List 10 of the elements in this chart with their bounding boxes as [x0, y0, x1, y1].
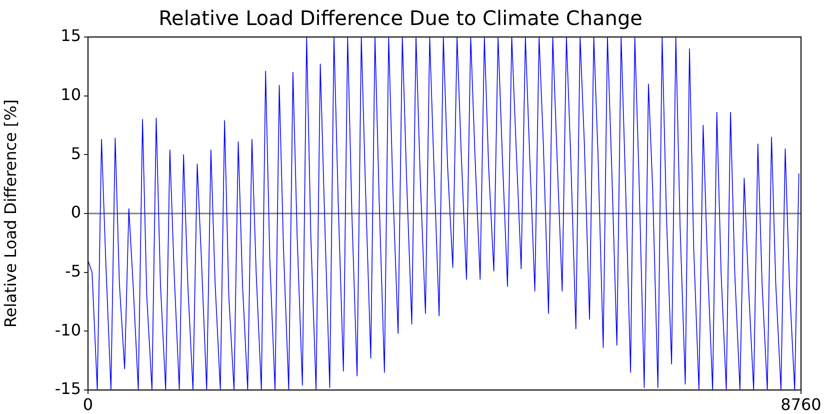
y-tick-label: -5 — [65, 261, 81, 280]
y-axis-title: Relative Load Difference [%] — [0, 99, 20, 328]
y-tick-label: 0 — [70, 202, 81, 222]
y-tick-label: 5 — [70, 144, 81, 163]
y-tick-label: -10 — [54, 320, 81, 340]
chart-title: Relative Load Difference Due to Climate Change — [158, 6, 642, 30]
x-tick-label: 8760 — [780, 394, 822, 414]
y-tick-label: 15 — [60, 26, 81, 46]
y-tick-label: -15 — [54, 379, 81, 398]
y-tick-label: 10 — [60, 84, 81, 104]
